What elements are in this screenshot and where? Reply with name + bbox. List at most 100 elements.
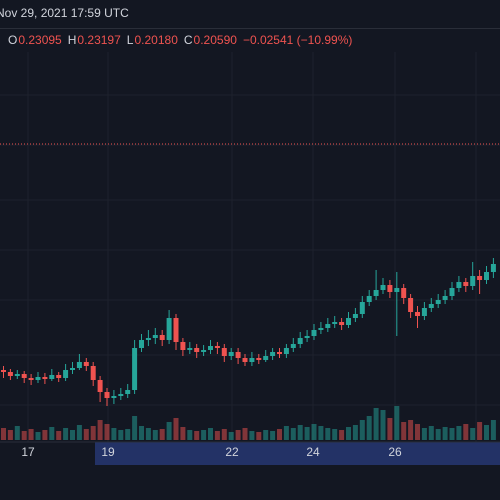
volume-bar — [277, 429, 282, 440]
volume-bar — [421, 428, 427, 440]
volume-bar — [470, 428, 476, 440]
volume-bar — [28, 429, 34, 440]
candle-body — [235, 352, 241, 358]
volume-bar — [21, 431, 27, 440]
volume-bar — [283, 426, 289, 440]
candle-body — [277, 352, 282, 354]
volume-bar — [387, 418, 393, 440]
candle-body — [118, 394, 124, 396]
volume-bar — [208, 428, 213, 440]
volume-bar — [214, 431, 220, 440]
candle-body — [14, 374, 20, 376]
volume-bar — [201, 430, 207, 440]
volume-bar — [270, 431, 276, 440]
candle-body — [90, 366, 96, 380]
legend-value: −0.02541 (−10.99%) — [243, 33, 352, 47]
volume-bar — [352, 425, 358, 440]
x-axis: 17 19 22 24 26 — [21, 445, 402, 459]
candle-body — [139, 340, 144, 348]
volume-bar — [263, 430, 269, 440]
volume-bar — [297, 425, 303, 440]
candle-body — [249, 358, 255, 362]
volume-bar — [290, 428, 296, 440]
candle-body — [145, 338, 151, 340]
candle-body — [415, 312, 420, 316]
volume-bar — [35, 432, 41, 440]
selected-range — [95, 442, 500, 465]
volume-bar — [325, 428, 331, 440]
candle-body — [373, 290, 379, 296]
candle-body — [311, 330, 317, 336]
volume-bar — [166, 422, 172, 440]
candle-body — [408, 298, 414, 312]
volume-bar — [346, 427, 351, 440]
candle-body — [421, 308, 427, 316]
legend-value: 0.20590 — [194, 33, 238, 47]
x-tick-label: 22 — [225, 445, 239, 459]
candle-body — [346, 318, 351, 325]
candle-body — [435, 300, 441, 304]
candle-body — [221, 348, 227, 356]
volume-bar — [63, 428, 69, 440]
legend-value: 0.23095 — [18, 33, 62, 47]
candle-body — [70, 368, 75, 370]
candle-body — [97, 380, 103, 392]
candle-body — [263, 356, 269, 360]
candle-body — [187, 348, 193, 350]
volume-bar — [159, 429, 165, 440]
volume-bar — [415, 424, 420, 440]
candle-body — [104, 392, 110, 398]
volume-bar — [70, 430, 75, 440]
candle-body — [477, 276, 483, 280]
candle-body — [159, 335, 165, 340]
candle-body — [7, 372, 13, 376]
volume-bar — [228, 432, 234, 440]
candle-body — [359, 302, 365, 314]
volume-bar — [104, 424, 110, 440]
volume-bar — [463, 424, 469, 440]
candle-body — [152, 335, 158, 338]
volume-bar — [187, 430, 193, 440]
volume-bar — [408, 420, 414, 440]
candle-body — [76, 362, 82, 368]
candle-body — [380, 285, 386, 290]
candle-body — [387, 285, 393, 292]
candle-body — [470, 276, 476, 286]
ohlc-legend: O 0.23095 H 0.23197 L 0.20180 C 0.20590 −0.02541… — [8, 33, 352, 47]
candle-body — [270, 352, 276, 356]
candle-body — [290, 344, 296, 348]
datetime: Nov 29, 2021 17:59 UTC — [0, 6, 129, 20]
candle-body — [56, 375, 62, 378]
volume-bar — [125, 429, 131, 440]
volume-bar — [394, 406, 400, 440]
legend-label: H — [68, 33, 77, 47]
candle-body — [325, 324, 331, 328]
candle-body — [125, 390, 131, 394]
legend-label: C — [184, 33, 193, 47]
volume-bar — [221, 429, 227, 440]
volume-bar — [456, 426, 462, 440]
candle-body — [21, 374, 27, 378]
volume-bar — [401, 422, 407, 440]
candle-body — [173, 318, 179, 342]
volume-bar — [242, 428, 248, 440]
volume-bar — [311, 424, 317, 440]
candle-body — [304, 336, 310, 338]
candle-body — [166, 318, 172, 340]
candle-body — [194, 348, 200, 352]
volume-bar — [484, 425, 489, 440]
candle-body — [35, 377, 41, 380]
candle-body — [283, 348, 289, 354]
candle-body — [456, 282, 462, 288]
legend-value: 0.23197 — [77, 33, 121, 47]
volume-bar — [83, 429, 89, 440]
legend-label: O — [8, 33, 17, 47]
volume-bar — [359, 420, 365, 440]
volume-bar — [139, 426, 144, 440]
candle-body — [297, 338, 303, 344]
candle-body — [132, 348, 138, 390]
candle-body — [332, 322, 338, 324]
volume-bar — [97, 420, 103, 440]
candle-body — [28, 378, 34, 380]
volume-bar — [132, 416, 138, 440]
